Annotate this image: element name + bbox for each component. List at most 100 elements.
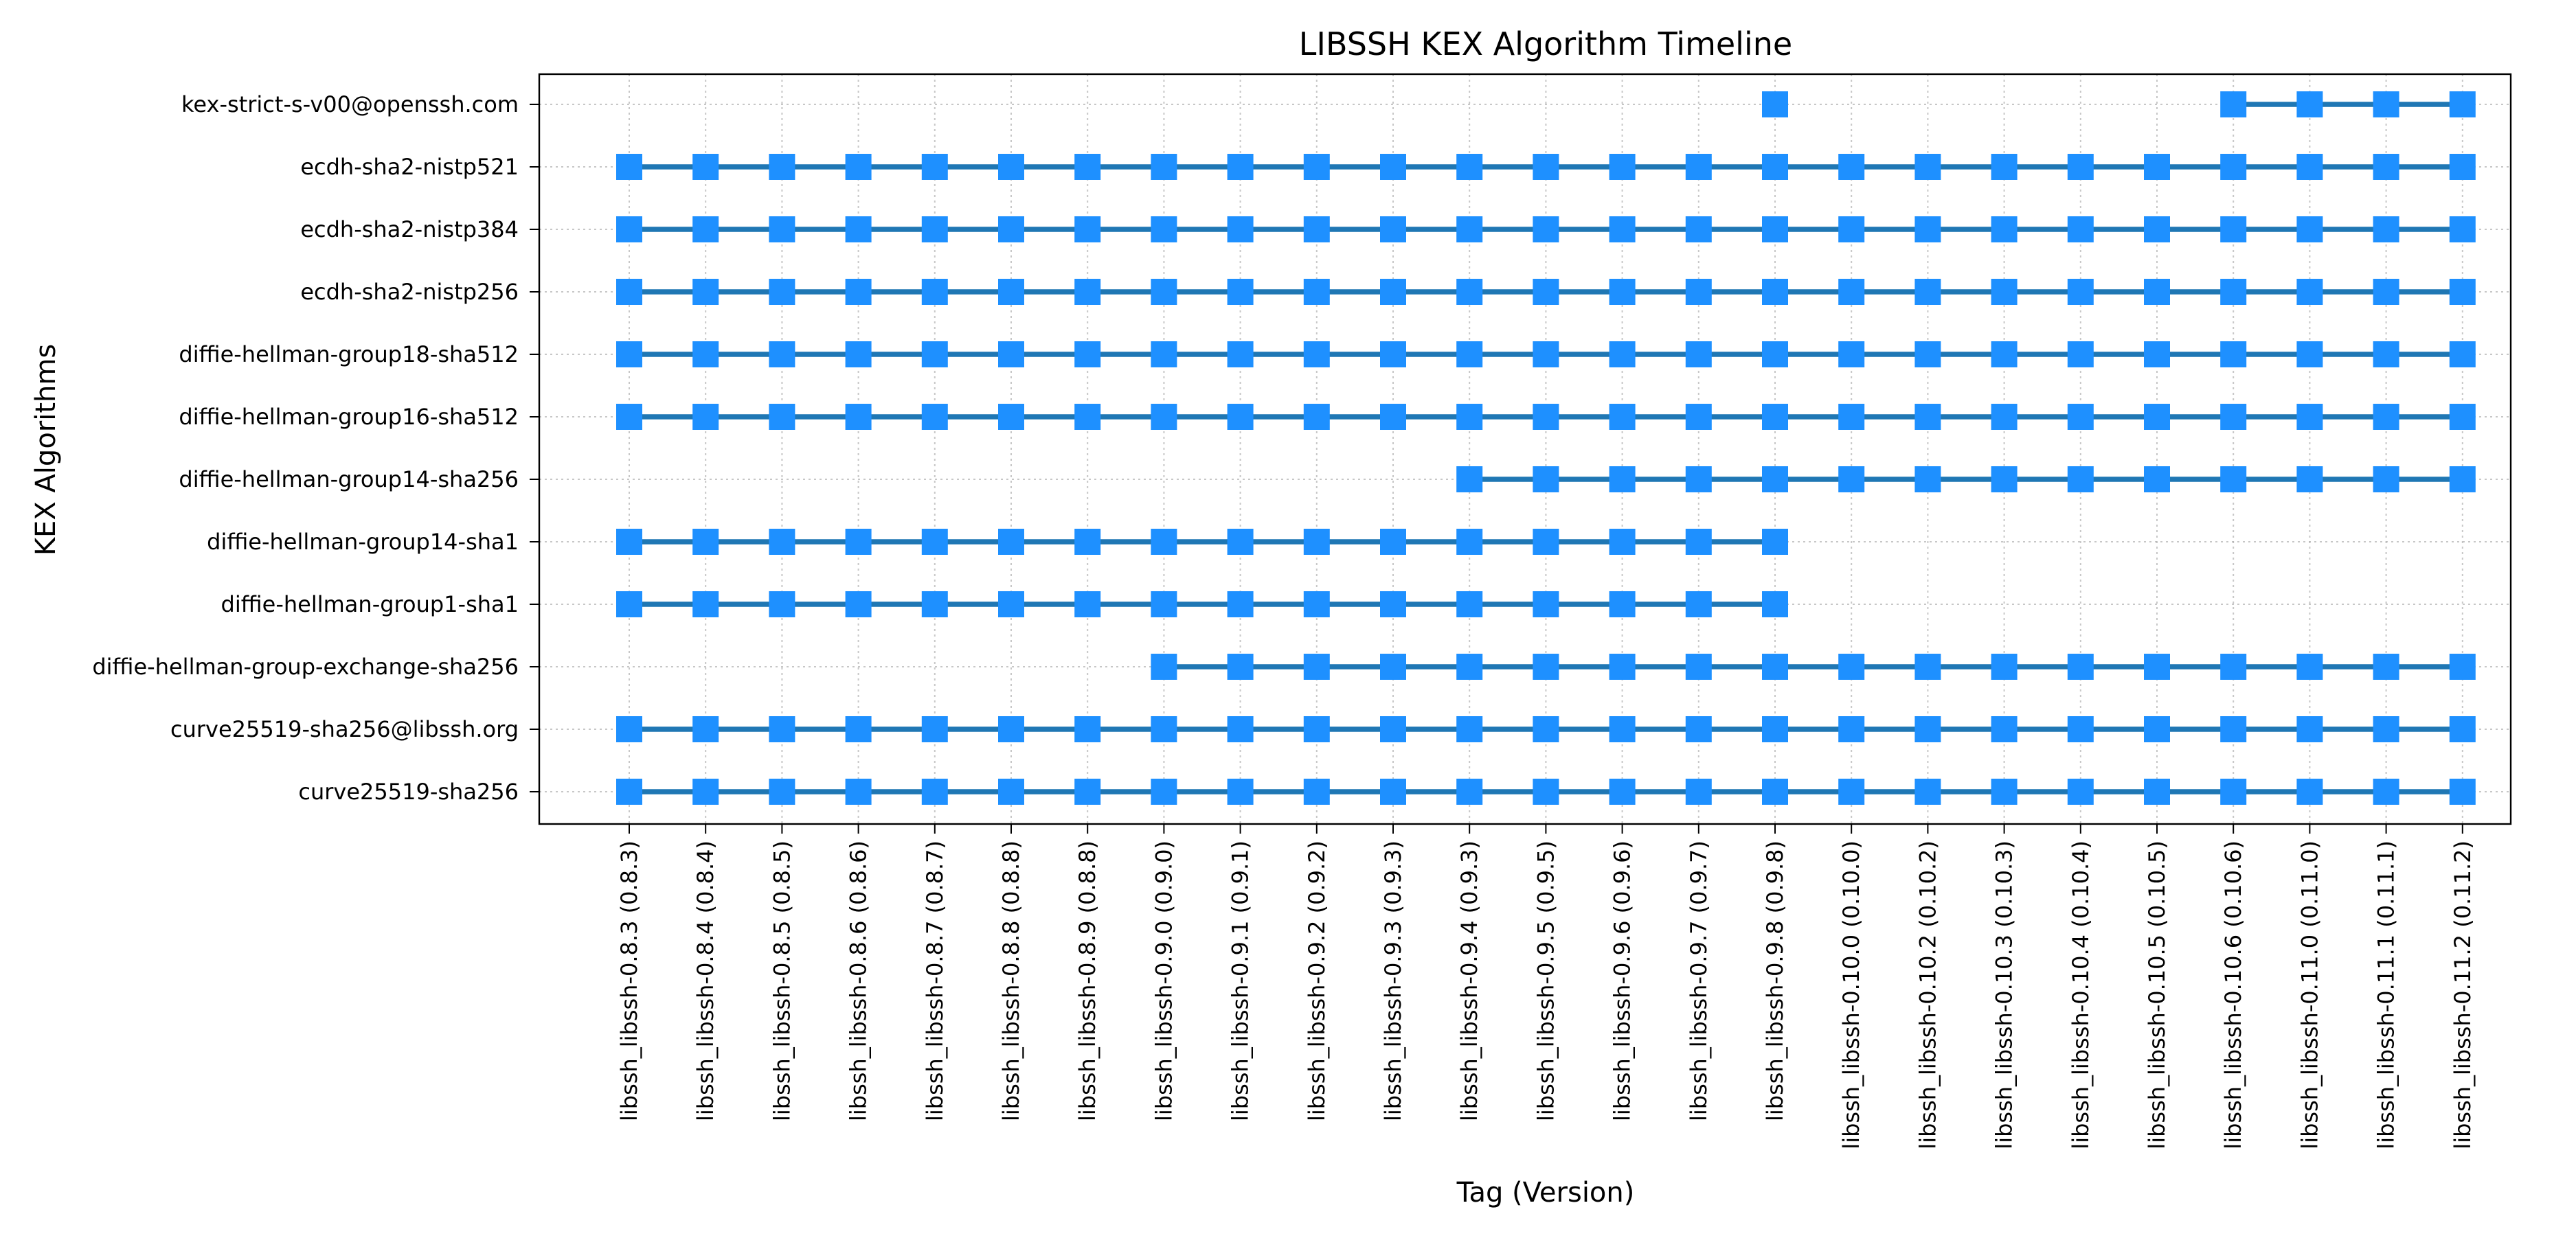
data-point-marker	[921, 404, 948, 430]
y-tick-label: diffie-hellman-group1-sha1	[221, 591, 519, 617]
data-point-marker	[845, 716, 872, 742]
data-point-marker	[1914, 341, 1941, 367]
x-tick-label: libssh_libssh-0.10.6 (0.10.6)	[2220, 840, 2246, 1149]
x-tick-label: libssh_libssh-0.9.3 (0.9.3)	[1380, 840, 1406, 1121]
data-point-marker	[1762, 216, 1788, 242]
data-point-marker	[1991, 466, 2018, 492]
x-tick-label: libssh_libssh-0.8.8 (0.8.8)	[998, 840, 1024, 1121]
data-point-marker	[2296, 216, 2323, 242]
data-point-marker	[998, 716, 1024, 742]
data-point-marker	[845, 154, 872, 180]
data-point-marker	[1227, 216, 1254, 242]
data-point-marker	[1991, 216, 2018, 242]
data-point-marker	[1227, 154, 1254, 180]
data-point-marker	[1609, 716, 1636, 742]
data-point-marker	[2220, 216, 2247, 242]
data-point-marker	[1533, 466, 1559, 492]
data-point-marker	[921, 716, 948, 742]
data-point-marker	[1685, 279, 1712, 305]
data-point-marker	[1609, 216, 1636, 242]
data-point-marker	[1303, 591, 1330, 617]
data-point-marker	[1838, 404, 1865, 430]
data-point-marker	[2373, 341, 2399, 367]
data-point-marker	[1838, 341, 1865, 367]
data-point-marker	[1685, 341, 1712, 367]
data-point-marker	[1685, 654, 1712, 680]
plot-frame	[538, 73, 2512, 825]
data-point-marker	[2144, 404, 2170, 430]
series-group	[616, 154, 2476, 180]
data-point-marker	[1533, 279, 1559, 305]
data-point-marker	[1227, 591, 1254, 617]
x-tick-label: libssh_libssh-0.10.4 (0.10.4)	[2068, 840, 2094, 1149]
chart-title: LIBSSH KEX Algorithm Timeline	[1299, 25, 1792, 62]
data-point-marker	[1151, 404, 1177, 430]
data-point-marker	[2067, 654, 2094, 680]
y-tick-label: kex-strict-s-v00@openssh.com	[181, 91, 519, 117]
data-point-marker	[1609, 654, 1636, 680]
data-point-marker	[2449, 654, 2476, 680]
y-tick-label: diffie-hellman-group14-sha256	[179, 466, 519, 492]
data-point-marker	[1151, 779, 1177, 805]
data-point-marker	[1685, 529, 1712, 555]
data-point-marker	[769, 154, 795, 180]
data-point-marker	[2144, 279, 2170, 305]
data-point-marker	[2449, 341, 2476, 367]
x-tick-label: libssh_libssh-0.8.9 (0.8.8)	[1074, 840, 1100, 1121]
data-point-marker	[1303, 279, 1330, 305]
x-tick-label: libssh_libssh-0.8.6 (0.8.6)	[846, 840, 872, 1121]
data-point-marker	[2067, 154, 2094, 180]
y-tick-label: diffie-hellman-group16-sha512	[179, 404, 519, 430]
data-point-marker	[1151, 279, 1177, 305]
data-point-marker	[1762, 404, 1788, 430]
series-group	[616, 716, 2476, 742]
data-point-marker	[2373, 466, 2399, 492]
y-tick-label: curve25519-sha256@libssh.org	[170, 716, 519, 742]
data-point-marker	[1227, 654, 1254, 680]
data-point-marker	[1991, 341, 2018, 367]
data-point-marker	[1762, 716, 1788, 742]
data-point-marker	[2449, 404, 2476, 430]
data-point-marker	[1227, 716, 1254, 742]
data-point-marker	[1456, 591, 1483, 617]
series-group	[616, 216, 2476, 242]
data-point-marker	[769, 779, 795, 805]
data-point-marker	[1609, 341, 1636, 367]
data-point-marker	[1991, 154, 2018, 180]
data-point-marker	[1456, 654, 1483, 680]
data-point-marker	[1609, 591, 1636, 617]
data-point-marker	[1762, 279, 1788, 305]
data-point-marker	[2449, 91, 2476, 117]
data-point-marker	[2220, 279, 2247, 305]
data-point-marker	[1838, 716, 1865, 742]
data-point-marker	[769, 716, 795, 742]
data-point-marker	[2067, 216, 2094, 242]
x-tick-label: libssh_libssh-0.9.0 (0.9.0)	[1151, 840, 1177, 1121]
data-point-marker	[1227, 404, 1254, 430]
data-point-marker	[616, 529, 642, 555]
data-point-marker	[1914, 779, 1941, 805]
data-point-marker	[2373, 404, 2399, 430]
data-point-marker	[2373, 279, 2399, 305]
data-point-marker	[2220, 466, 2247, 492]
data-point-marker	[1074, 529, 1101, 555]
x-tick-label: libssh_libssh-0.10.3 (0.10.3)	[1991, 840, 2018, 1149]
data-point-marker	[2449, 779, 2476, 805]
data-point-marker	[2067, 466, 2094, 492]
data-point-marker	[1380, 341, 1406, 367]
data-point-marker	[1303, 529, 1330, 555]
series-group	[1456, 466, 2476, 492]
y-tick-label: diffie-hellman-group-exchange-sha256	[92, 654, 519, 680]
series-group	[1762, 91, 2476, 117]
data-point-marker	[1533, 654, 1559, 680]
data-point-marker	[1074, 341, 1101, 367]
data-point-marker	[1151, 154, 1177, 180]
data-point-marker	[845, 779, 872, 805]
data-point-marker	[1380, 154, 1406, 180]
data-point-marker	[998, 591, 1024, 617]
data-point-marker	[1151, 341, 1177, 367]
data-point-marker	[692, 279, 719, 305]
data-point-marker	[1380, 529, 1406, 555]
data-point-marker	[1303, 216, 1330, 242]
data-point-marker	[1685, 216, 1712, 242]
